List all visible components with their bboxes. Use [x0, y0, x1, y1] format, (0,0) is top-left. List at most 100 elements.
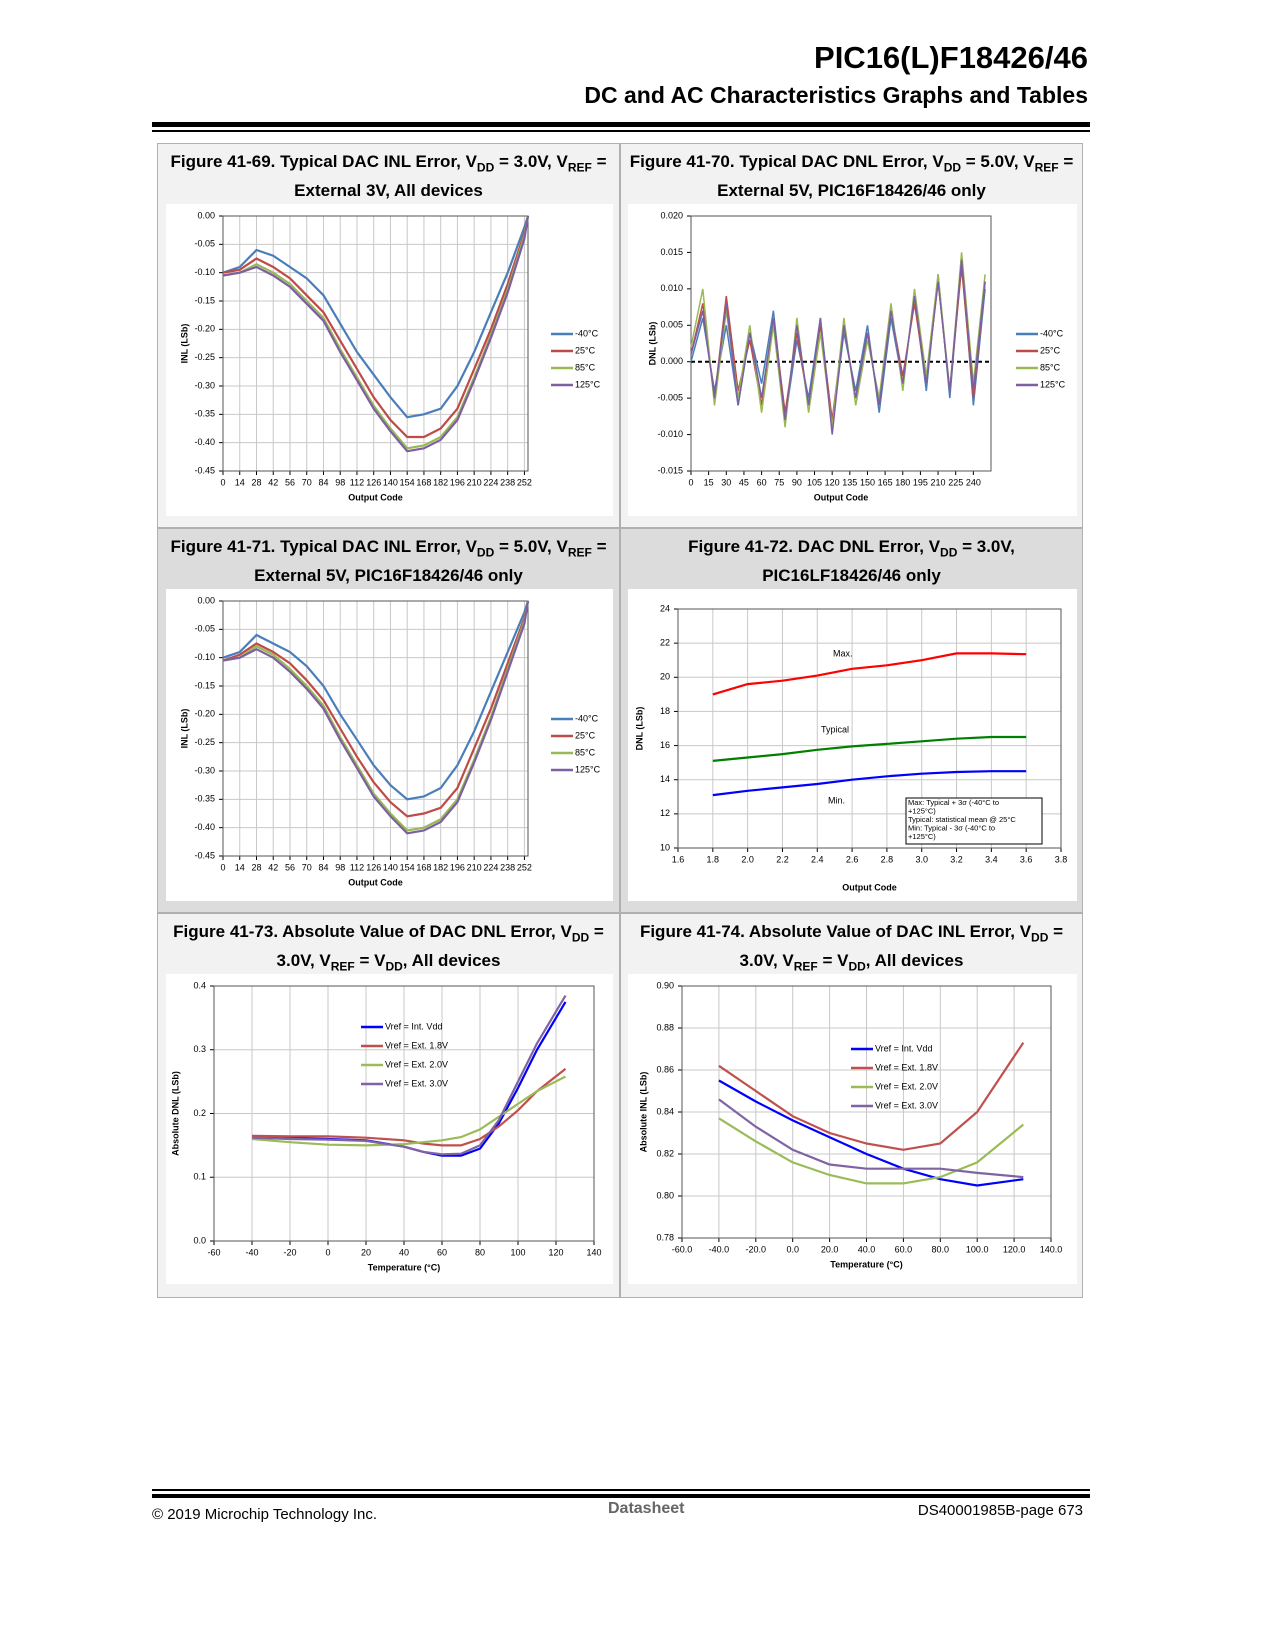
figure-cell: Figure 41-73. Absolute Value of DAC DNL … — [157, 913, 620, 1298]
x-tick-label: 196 — [450, 862, 465, 872]
x-tick-label: 75 — [774, 477, 784, 487]
x-tick-label: 112 — [350, 477, 364, 487]
legend-label: Vref = Int. Vdd — [385, 1021, 442, 1031]
series-line — [690, 259, 986, 435]
caption-subscript: DD — [476, 160, 495, 175]
figure-cell: Figure 41-70. Typical DAC DNL Error, VDD… — [620, 143, 1083, 528]
x-tick-label: 182 — [433, 862, 448, 872]
header-title: PIC16(L)F18426/46 — [814, 40, 1088, 75]
y-axis-label: INL (LSb) — [179, 324, 189, 364]
x-tick-label: 3.2 — [950, 854, 963, 864]
y-tick-label: 0.88 — [656, 1022, 674, 1032]
caption-subscript: REF — [793, 959, 818, 974]
figure-cell: Figure 41-71. Typical DAC INL Error, VDD… — [157, 528, 620, 913]
series-line — [222, 215, 530, 439]
y-tick-label: 0.78 — [656, 1232, 674, 1242]
annotation: Min. — [828, 795, 845, 805]
x-tick-label: 56 — [285, 477, 295, 487]
x-tick-label: 56 — [285, 862, 295, 872]
y-tick-label: -0.40 — [194, 822, 215, 832]
x-tick-label: 240 — [966, 477, 981, 487]
x-tick-label: 15 — [704, 477, 714, 487]
y-tick-label: 0.1 — [193, 1172, 206, 1182]
y-tick-label: -0.25 — [194, 352, 215, 362]
series-line — [222, 215, 530, 453]
caption-text: = 3.0V, PIC16LF18426/46 only — [762, 537, 1015, 586]
x-tick-label: 2.2 — [776, 854, 789, 864]
x-tick-label: 14 — [235, 477, 245, 487]
figure-cell: Figure 41-72. DAC DNL Error, VDD = 3.0V,… — [620, 528, 1083, 913]
legend-label: Vref = Ext. 2.0V — [385, 1059, 448, 1069]
footer-label: Datasheet — [608, 1500, 685, 1517]
y-tick-label: -0.35 — [194, 409, 215, 419]
chart: 1.6 1.8 2.0 2.2 2.4 2.6 2.8 3.0 3.2 3.4 3.6 3.8 10 12… — [628, 589, 1077, 901]
plot-border — [677, 608, 1062, 849]
x-tick-label: 140 — [383, 862, 398, 872]
caption-subscript: REF — [567, 160, 592, 175]
x-tick-label: 120 — [548, 1247, 563, 1257]
y-tick-label: 12 — [660, 808, 670, 818]
y-tick-label: -0.15 — [194, 295, 215, 305]
y-tick-label: -0.20 — [194, 324, 215, 334]
series-line — [690, 266, 986, 421]
legend-label: 85°C — [575, 747, 596, 757]
y-tick-label: 0.86 — [656, 1064, 674, 1074]
caption-subscript: REF — [567, 545, 592, 560]
x-tick-label: 40 — [399, 1247, 409, 1257]
y-tick-label: 14 — [660, 774, 670, 784]
x-tick-label: 210 — [467, 477, 482, 487]
x-tick-label: 20.0 — [821, 1244, 839, 1254]
x-tick-label: 105 — [807, 477, 822, 487]
rule — [152, 1489, 1090, 1491]
x-tick-label: 210 — [931, 477, 946, 487]
plot-border — [681, 985, 1052, 1239]
caption-subscript: DD — [943, 160, 962, 175]
x-tick-label: 0 — [220, 477, 225, 487]
y-tick-label: -0.40 — [194, 437, 215, 447]
x-tick-label: 42 — [268, 477, 278, 487]
x-tick-label: 252 — [517, 862, 532, 872]
y-tick-label: 0.84 — [656, 1106, 674, 1116]
note-line: Min: Typical - 3σ (-40°C to — [908, 823, 995, 832]
y-tick-label: -0.15 — [194, 680, 215, 690]
x-tick-label: 196 — [450, 477, 465, 487]
y-axis-label: DNL (LSb) — [634, 707, 644, 751]
x-tick-label: 195 — [913, 477, 928, 487]
y-tick-label: -0.30 — [194, 380, 215, 390]
x-tick-label: 0 — [688, 477, 693, 487]
x-tick-label: 168 — [416, 862, 431, 872]
y-tick-label: 0.00 — [197, 595, 215, 605]
x-tick-label: 154 — [400, 862, 415, 872]
x-tick-label: 165 — [878, 477, 893, 487]
x-tick-label: 3.4 — [985, 854, 998, 864]
y-tick-label: 0.4 — [193, 980, 206, 990]
legend-label: Vref = Ext. 2.0V — [875, 1081, 938, 1091]
footer-copyright: © 2019 Microchip Technology Inc. — [152, 1506, 378, 1523]
caption-subscript: REF — [330, 959, 355, 974]
y-tick-label: 16 — [660, 740, 670, 750]
y-tick-label: -0.30 — [194, 765, 215, 775]
x-tick-label: 3.0 — [915, 854, 928, 864]
x-tick-label: 0 — [325, 1247, 330, 1257]
x-tick-label: 14 — [235, 862, 245, 872]
y-tick-label: 0.0 — [193, 1235, 206, 1245]
caption-subscript: DD — [476, 545, 495, 560]
legend-label: -40°C — [575, 713, 599, 723]
rule — [152, 122, 1090, 127]
x-tick-label: 1.6 — [672, 854, 685, 864]
y-axis-label: Absolute INL (LSb) — [638, 1072, 648, 1153]
series-line — [222, 600, 530, 801]
x-tick-label: 180 — [895, 477, 910, 487]
x-tick-label: 42 — [268, 862, 278, 872]
rule — [152, 130, 1090, 132]
y-tick-label: 22 — [660, 638, 670, 648]
x-axis-label: Output Code — [348, 492, 403, 502]
legend-label: 125°C — [575, 764, 601, 774]
chart: 0 15 30 45 60 75 90 105 120 135 150 165 180 195 210 225… — [628, 204, 1077, 516]
caption-text: = V — [817, 951, 849, 971]
legend-label: 85°C — [1040, 362, 1061, 372]
x-tick-label: 90 — [792, 477, 802, 487]
x-tick-label: 2.4 — [811, 854, 824, 864]
x-tick-label: 120 — [825, 477, 840, 487]
x-tick-label: 98 — [335, 477, 345, 487]
